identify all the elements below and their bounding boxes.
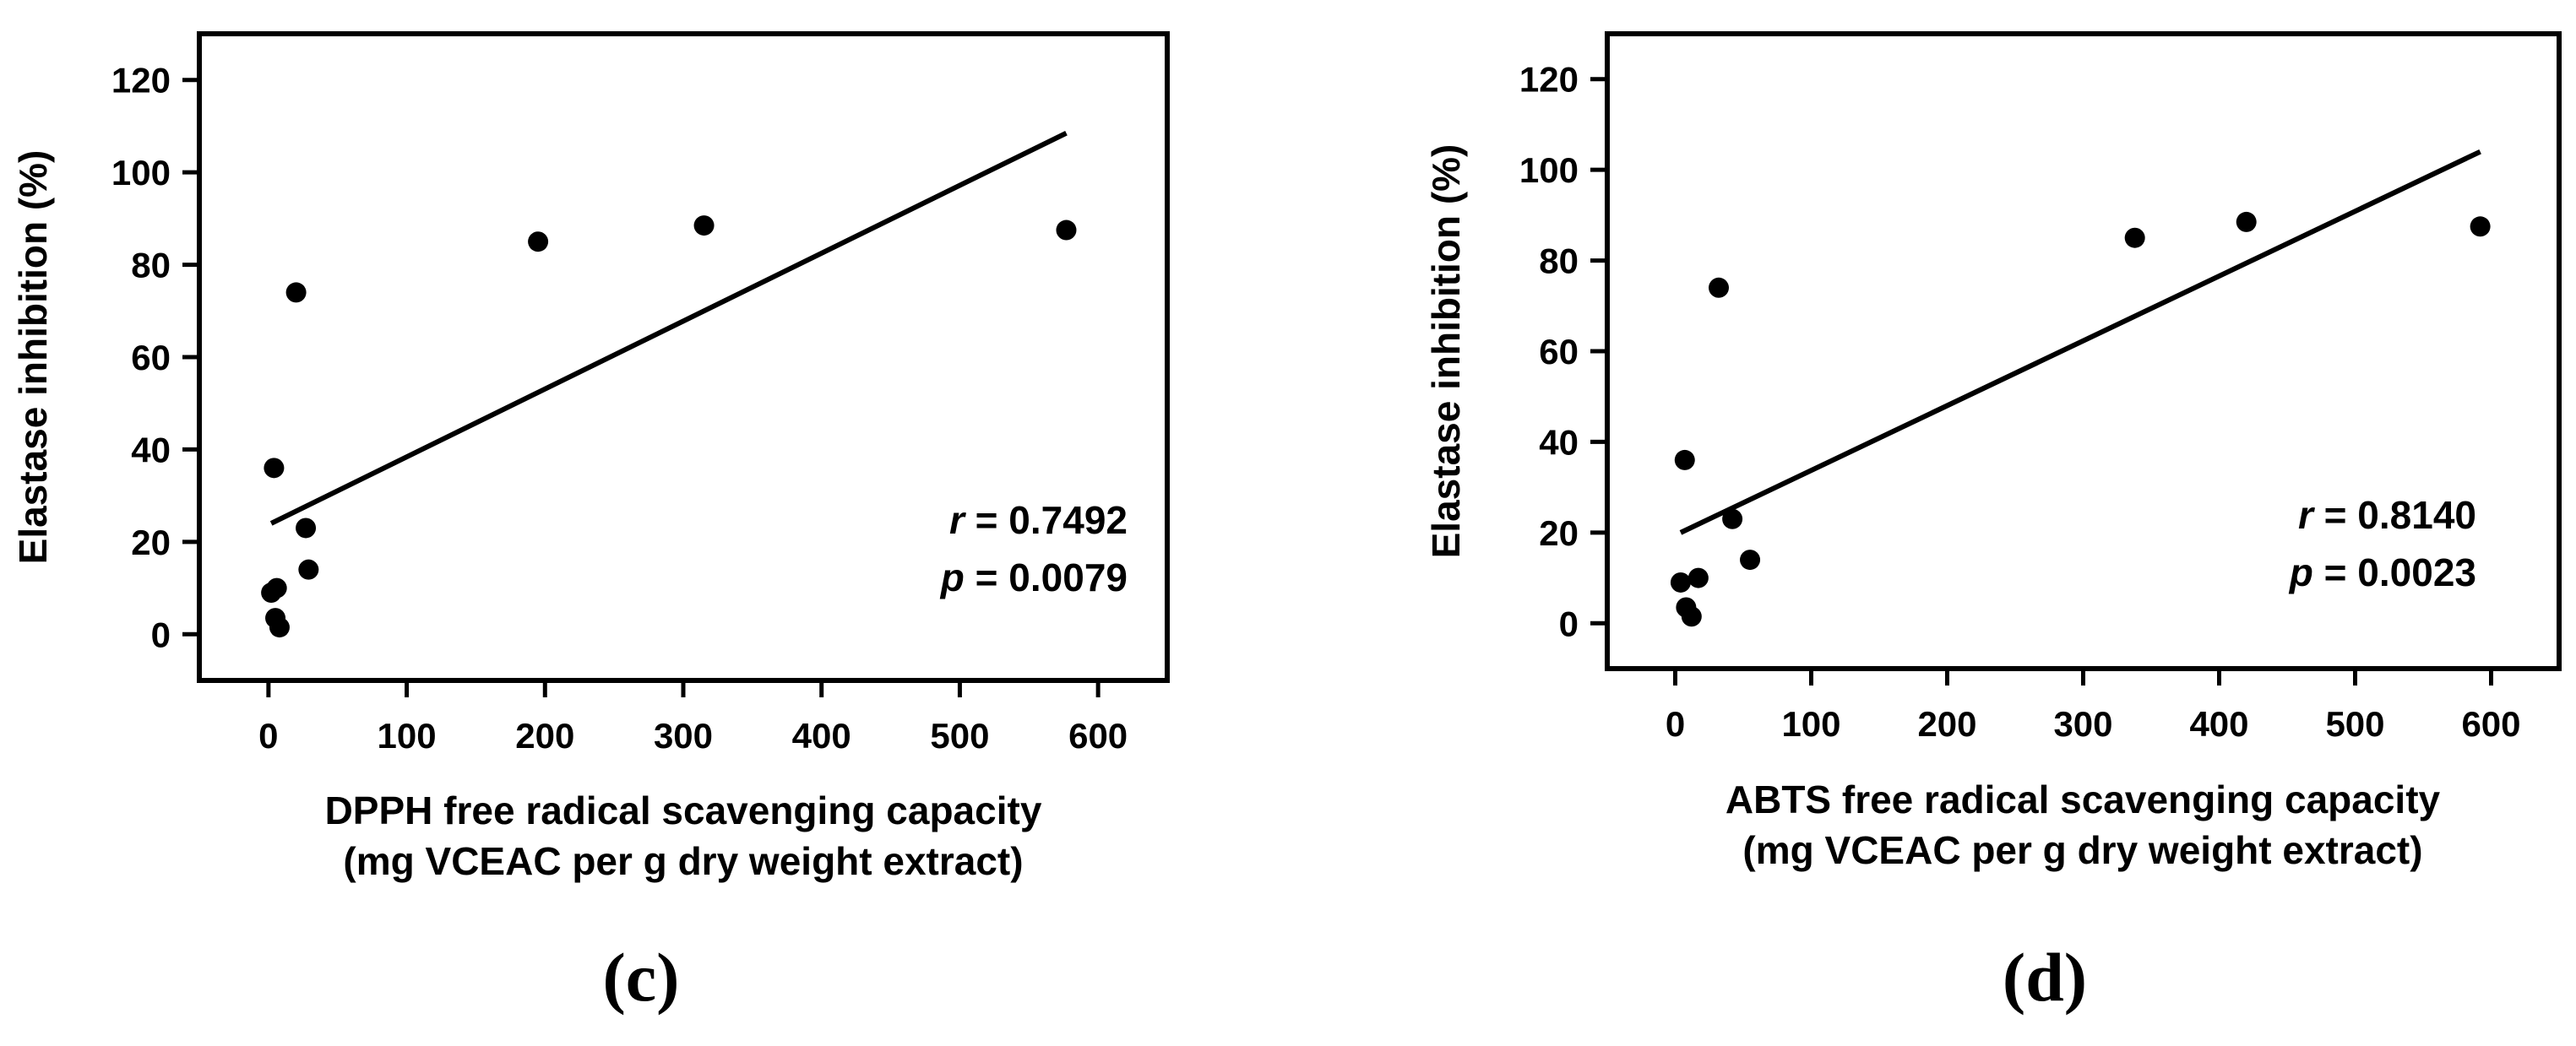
- data-point: [266, 577, 287, 599]
- data-point: [1709, 277, 1730, 298]
- regression-line: [269, 130, 1068, 526]
- y-tick-label: 120: [111, 61, 171, 100]
- x-axis-label-line2: (mg VCEAC per g dry weight extract): [343, 839, 1023, 883]
- p-value-annotation: p = 0.0079: [939, 556, 1128, 599]
- x-tick-label: 100: [378, 716, 437, 756]
- p-value: = 0.0079: [965, 556, 1128, 599]
- r-value: = 0.7492: [965, 498, 1128, 542]
- scatter-panel-d: 0 100 200 300 400 500 600 0 20 40 60 80 100 120 Elasta…: [1424, 31, 2562, 1016]
- scatter-panel-c: 0 100 200 300 400 500 600 0 20 40 60 80 100 120 Elasta…: [11, 31, 1170, 1016]
- x-tick-label: 200: [1917, 704, 1976, 744]
- r-value-annotation: r = 0.7492: [949, 498, 1128, 542]
- y-tick-label: 0: [1559, 604, 1579, 643]
- p-value-annotation: p = 0.0023: [2288, 550, 2476, 594]
- regression-line: [1679, 149, 2481, 535]
- y-axis-label: Elastase inhibition (%): [11, 150, 55, 565]
- p-symbol: p: [2288, 550, 2313, 594]
- panel-label: (d): [2003, 939, 2087, 1016]
- x-tick-label: 600: [2461, 704, 2520, 744]
- data-point: [298, 559, 319, 580]
- x-tick-label: 0: [1666, 704, 1685, 744]
- x-tick-label: 300: [654, 716, 713, 756]
- y-tick-label: 20: [1539, 513, 1579, 553]
- data-point: [693, 215, 715, 236]
- data-point: [264, 458, 285, 479]
- x-axis-label-line2: (mg VCEAC per g dry weight extract): [1742, 828, 2422, 872]
- data-point: [269, 617, 290, 638]
- r-value: = 0.8140: [2313, 493, 2476, 537]
- data-point: [1674, 449, 1695, 470]
- data-point: [296, 518, 317, 539]
- y-tick-label: 100: [1519, 150, 1579, 190]
- r-symbol: r: [949, 498, 966, 542]
- data-point: [285, 282, 307, 303]
- data-point: [2236, 211, 2257, 232]
- y-tick-label: 80: [131, 246, 171, 285]
- data-point: [528, 231, 549, 252]
- x-tick-label: 500: [2325, 704, 2384, 744]
- data-point: [1740, 550, 1761, 571]
- x-tick-label: 0: [258, 716, 278, 756]
- data-point: [1681, 606, 1702, 627]
- y-tick-label: 40: [131, 430, 171, 469]
- data-point: [2470, 216, 2491, 237]
- y-axis-label: Elastase inhibition (%): [1424, 144, 1468, 559]
- x-axis-label-line1: ABTS free radical scavenging capacity: [1725, 778, 2441, 821]
- x-tick-label: 300: [2053, 704, 2112, 744]
- y-tick-label: 80: [1539, 241, 1579, 281]
- y-tick-label: 20: [131, 523, 171, 562]
- data-point: [2124, 227, 2145, 248]
- r-value-annotation: r = 0.8140: [2298, 493, 2476, 537]
- r-symbol: r: [2298, 493, 2315, 537]
- data-point: [1056, 219, 1077, 241]
- y-tick-label: 120: [1519, 60, 1579, 100]
- x-tick-label: 200: [515, 716, 574, 756]
- y-tick-label: 40: [1539, 422, 1579, 462]
- x-tick-label: 400: [792, 716, 851, 756]
- x-axis-label-line1: DPPH free radical scavenging capacity: [325, 789, 1042, 832]
- x-tick-label: 100: [1781, 704, 1840, 744]
- x-tick-label: 600: [1068, 716, 1128, 756]
- x-tick-label: 500: [930, 716, 989, 756]
- y-tick-label: 60: [131, 338, 171, 377]
- x-tick-label: 400: [2189, 704, 2248, 744]
- y-tick-label: 100: [111, 153, 171, 192]
- p-value: = 0.0023: [2313, 550, 2476, 594]
- data-point: [1670, 572, 1691, 593]
- y-tick-label: 0: [151, 615, 171, 654]
- y-tick-label: 60: [1539, 332, 1579, 371]
- panel-label: (c): [602, 939, 679, 1016]
- data-point: [1722, 508, 1743, 529]
- p-symbol: p: [939, 556, 965, 599]
- data-point: [1687, 567, 1709, 588]
